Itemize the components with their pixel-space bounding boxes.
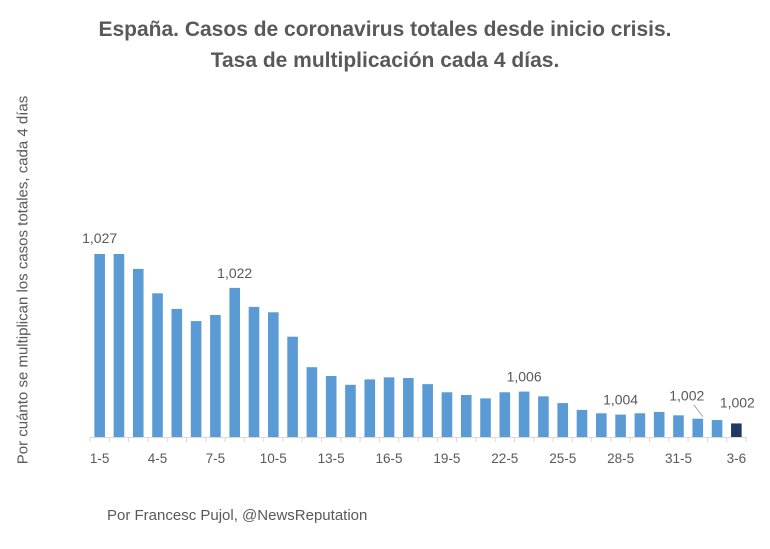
x-tick-label-1-5: 1-5	[90, 451, 110, 466]
bar-8-5	[229, 287, 241, 437]
bar-19-5	[441, 392, 453, 437]
x-tick-label-3-6: 3-6	[727, 451, 747, 466]
bar-25-5	[557, 403, 569, 437]
x-tick-label-31-5: 31-5	[665, 451, 692, 466]
bar-7-5	[210, 315, 221, 437]
bar-16-5	[383, 377, 395, 437]
data-label-1-5: 1,027	[82, 230, 117, 246]
bar-11-5	[287, 336, 298, 437]
bar-9-5	[248, 306, 260, 437]
bar-20-5	[460, 394, 472, 437]
bar-22-5	[499, 392, 511, 437]
bar-21-5	[480, 398, 491, 437]
bar-26-5	[576, 409, 588, 437]
bar-31-5	[673, 415, 684, 437]
x-tick-label-13-5: 13-5	[318, 451, 345, 466]
bar-18-5	[422, 384, 433, 437]
bar-28-5	[615, 414, 626, 437]
bar-30-5	[653, 411, 665, 437]
bar-13-5	[325, 376, 337, 437]
bar-12-5	[306, 367, 318, 437]
data-label-3-6: 1,002	[720, 394, 755, 410]
bar-3-6	[731, 423, 742, 437]
chart-title: España. Casos de coronavirus totales des…	[98, 18, 672, 41]
x-tick-label-22-5: 22-5	[491, 451, 518, 466]
data-label-28-5: 1,004	[603, 392, 638, 408]
chart-credit: Por Francesc Pujol, @NewsReputation	[107, 507, 368, 524]
bar-24-5	[538, 396, 549, 437]
bar-23-5	[518, 391, 530, 437]
chart-subtitle: Tasa de multiplicación cada 4 días.	[210, 49, 560, 72]
bar-3-5	[132, 268, 144, 437]
data-label-8-5: 1,022	[217, 265, 252, 281]
bar-1-6	[692, 418, 704, 437]
bar-15-5	[364, 379, 376, 437]
bar-2-5	[113, 254, 125, 437]
bar-4-5	[152, 293, 163, 437]
x-tick-label-7-5: 7-5	[206, 451, 226, 466]
x-tick-label-10-5: 10-5	[260, 451, 287, 466]
x-tick-label-28-5: 28-5	[607, 451, 634, 466]
x-tick-label-16-5: 16-5	[376, 451, 403, 466]
bar-29-5	[634, 413, 646, 437]
bar-2-6	[711, 420, 723, 437]
x-tick-label-25-5: 25-5	[549, 451, 576, 466]
data-label-1-6: 1,002	[669, 388, 704, 404]
bar-14-5	[345, 384, 356, 437]
bar-17-5	[403, 378, 414, 437]
bar-5-5	[171, 308, 183, 437]
x-tick-label-19-5: 19-5	[433, 451, 460, 466]
x-tick-label-4-5: 4-5	[148, 451, 168, 466]
data-label-leader-line	[693, 404, 704, 418]
bar-1-5	[94, 254, 105, 437]
data-label-23-5: 1,006	[507, 369, 542, 385]
bar-6-5	[190, 321, 202, 437]
bar-10-5	[267, 312, 279, 437]
bar-27-5	[595, 413, 607, 437]
